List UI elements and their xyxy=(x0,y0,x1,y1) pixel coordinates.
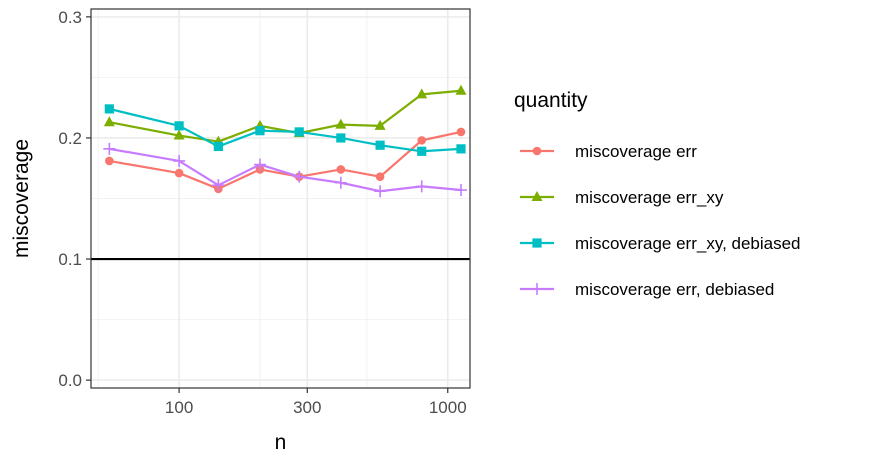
legend-label: miscoverage err_xy xyxy=(575,188,724,207)
data-point xyxy=(417,146,427,156)
data-point xyxy=(416,88,428,99)
y-axis-title: miscoverage xyxy=(10,139,33,258)
data-point xyxy=(253,158,266,171)
minor-gridlines xyxy=(91,9,470,388)
y-tick-label: 0.3 xyxy=(58,8,82,27)
data-point xyxy=(415,180,428,193)
data-point xyxy=(374,119,386,130)
x-axis-title: n xyxy=(275,431,287,454)
legend-key-marker xyxy=(532,146,542,156)
y-tick-label: 0.1 xyxy=(58,250,82,269)
data-point xyxy=(174,168,184,178)
data-point xyxy=(105,156,114,166)
legend: quantity miscoverage err miscoverage err_… xyxy=(514,89,801,299)
legend-key-marker xyxy=(531,191,543,201)
x-tick-label: 300 xyxy=(293,398,321,417)
x-tick-label: 1000 xyxy=(429,398,467,417)
data-point xyxy=(103,142,116,155)
data-point xyxy=(294,127,304,137)
legend-key-marker xyxy=(532,238,542,248)
data-point xyxy=(454,184,467,197)
x-tick-label: 100 xyxy=(165,398,193,417)
legend-key-marker xyxy=(531,283,543,295)
legend-title: quantity xyxy=(514,89,588,112)
legend-label: miscoverage err_xy, debiased xyxy=(575,234,801,253)
axis-ticks xyxy=(86,16,449,393)
data-point xyxy=(213,141,223,152)
data-point xyxy=(173,129,185,140)
data-point xyxy=(335,118,347,129)
data-point xyxy=(255,126,265,136)
legend-label: miscoverage err xyxy=(575,142,697,161)
y-tick-label: 0.0 xyxy=(58,371,82,390)
data-point xyxy=(336,165,346,174)
data-point xyxy=(456,144,466,154)
data-point xyxy=(374,185,387,198)
legend-label: miscoverage err, debiased xyxy=(575,280,774,299)
data-point xyxy=(456,127,466,137)
data-point xyxy=(173,154,186,167)
series-4 xyxy=(103,142,467,198)
legend-item-2: miscoverage err_xy xyxy=(520,188,724,207)
data-point xyxy=(103,116,115,127)
plot-border xyxy=(90,8,471,389)
series-3 xyxy=(104,104,466,156)
data-point xyxy=(104,104,114,114)
series-layer xyxy=(103,84,467,198)
data-point xyxy=(212,179,225,192)
data-point xyxy=(375,140,385,150)
legend-item-3: miscoverage err_xy, debiased xyxy=(520,234,801,253)
legend-item-1: miscoverage err xyxy=(520,142,697,161)
data-point xyxy=(336,133,346,143)
legend-items: miscoverage err miscoverage err_xymiscove… xyxy=(520,142,801,299)
data-point xyxy=(293,170,306,183)
data-point xyxy=(174,121,184,131)
data-point xyxy=(455,84,467,95)
data-point xyxy=(334,176,347,189)
tick-labels: 100 300 1000 0.0 0.1 0.2 0.3 xyxy=(58,8,466,417)
legend-item-4: miscoverage err, debiased xyxy=(520,280,774,299)
data-point xyxy=(375,172,385,182)
y-tick-label: 0.2 xyxy=(58,129,82,148)
data-point xyxy=(417,136,427,145)
